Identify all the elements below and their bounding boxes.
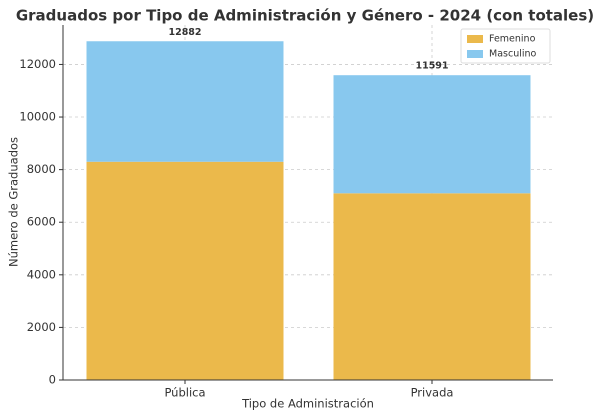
bar-segment bbox=[333, 75, 531, 194]
bar-segment bbox=[86, 41, 284, 162]
y-tick-label: 10000 bbox=[19, 110, 56, 124]
y-axis-label: Número de Graduados bbox=[7, 137, 21, 267]
legend-swatch bbox=[467, 35, 483, 43]
y-tick-label: 12000 bbox=[19, 57, 56, 71]
y-tick-label: 6000 bbox=[27, 215, 56, 229]
y-tick-label: 8000 bbox=[27, 162, 56, 176]
y-tick-label: 2000 bbox=[27, 320, 56, 334]
y-tick-label: 0 bbox=[49, 373, 56, 387]
legend-swatch bbox=[467, 50, 483, 58]
legend-box bbox=[460, 28, 551, 64]
total-label: 11591 bbox=[415, 61, 448, 72]
x-tick-label: Privada bbox=[411, 386, 454, 400]
y-tick-label: 4000 bbox=[27, 267, 56, 281]
chart-title: Graduados por Tipo de Administración y G… bbox=[16, 7, 594, 25]
legend-label: Femenino bbox=[489, 34, 536, 45]
bar-segment bbox=[86, 161, 284, 380]
total-label: 12882 bbox=[168, 27, 201, 38]
bar-segment bbox=[333, 193, 531, 380]
x-tick-label: Pública bbox=[164, 386, 205, 400]
x-axis-label: Tipo de Administración bbox=[241, 397, 374, 411]
legend-label: Masculino bbox=[489, 49, 537, 60]
